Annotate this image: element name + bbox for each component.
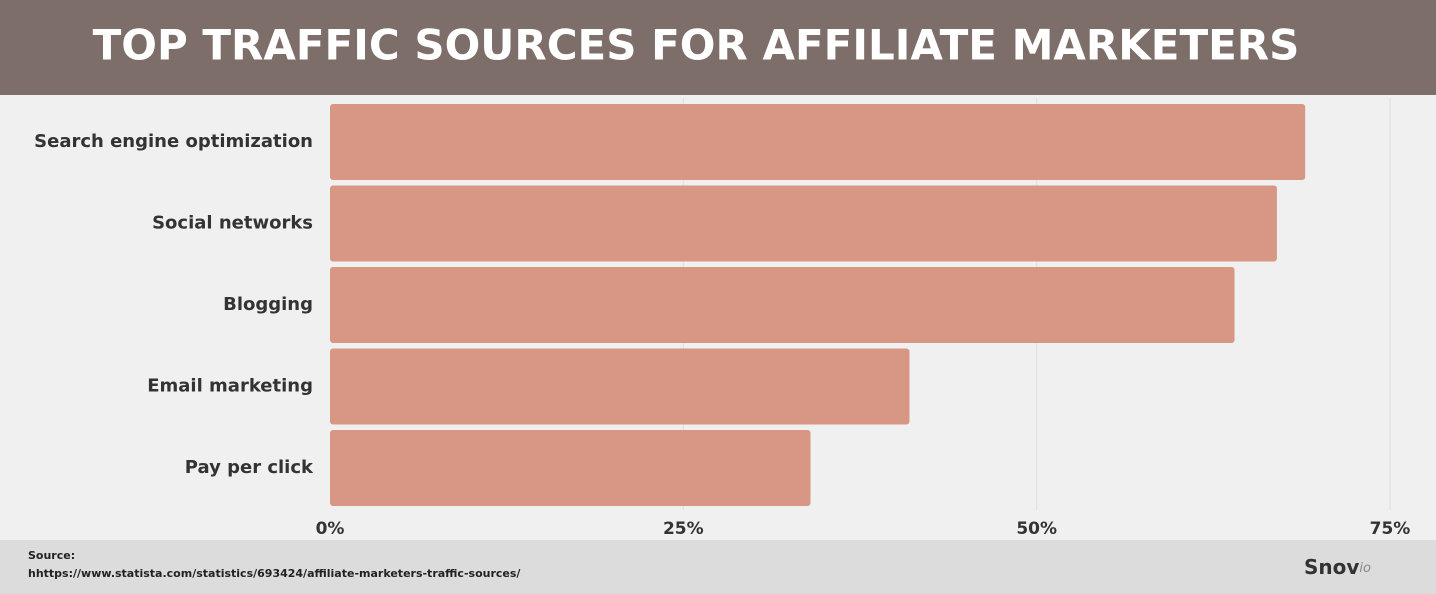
title-bar bbox=[0, 0, 1436, 95]
bar bbox=[330, 267, 1235, 343]
logo-suffix: io bbox=[1359, 561, 1371, 576]
y-tick-label: Blogging bbox=[223, 294, 313, 315]
x-tick-label: 75% bbox=[1370, 519, 1411, 539]
x-tick-label: 25% bbox=[663, 519, 704, 539]
bar bbox=[330, 348, 910, 425]
source-label: Source: bbox=[28, 549, 75, 562]
logo-main: Snov bbox=[1304, 555, 1359, 579]
bar bbox=[330, 185, 1277, 262]
bar bbox=[330, 104, 1306, 180]
source-url: hhttps://www.statista.com/statistics/693… bbox=[28, 567, 521, 580]
x-tick-label: 0% bbox=[316, 519, 345, 539]
y-tick-label: Social networks bbox=[152, 213, 313, 234]
footer-bar bbox=[0, 540, 1436, 594]
y-tick-label: Pay per click bbox=[185, 457, 314, 478]
x-tick-label: 50% bbox=[1016, 519, 1057, 539]
chart-title: TOP TRAFFIC SOURCES FOR AFFILIATE MARKET… bbox=[93, 21, 1300, 70]
y-tick-label: Search engine optimization bbox=[34, 131, 313, 152]
logo: Snovio bbox=[1304, 555, 1371, 579]
bar bbox=[330, 430, 811, 506]
y-tick-label: Email marketing bbox=[147, 376, 313, 397]
